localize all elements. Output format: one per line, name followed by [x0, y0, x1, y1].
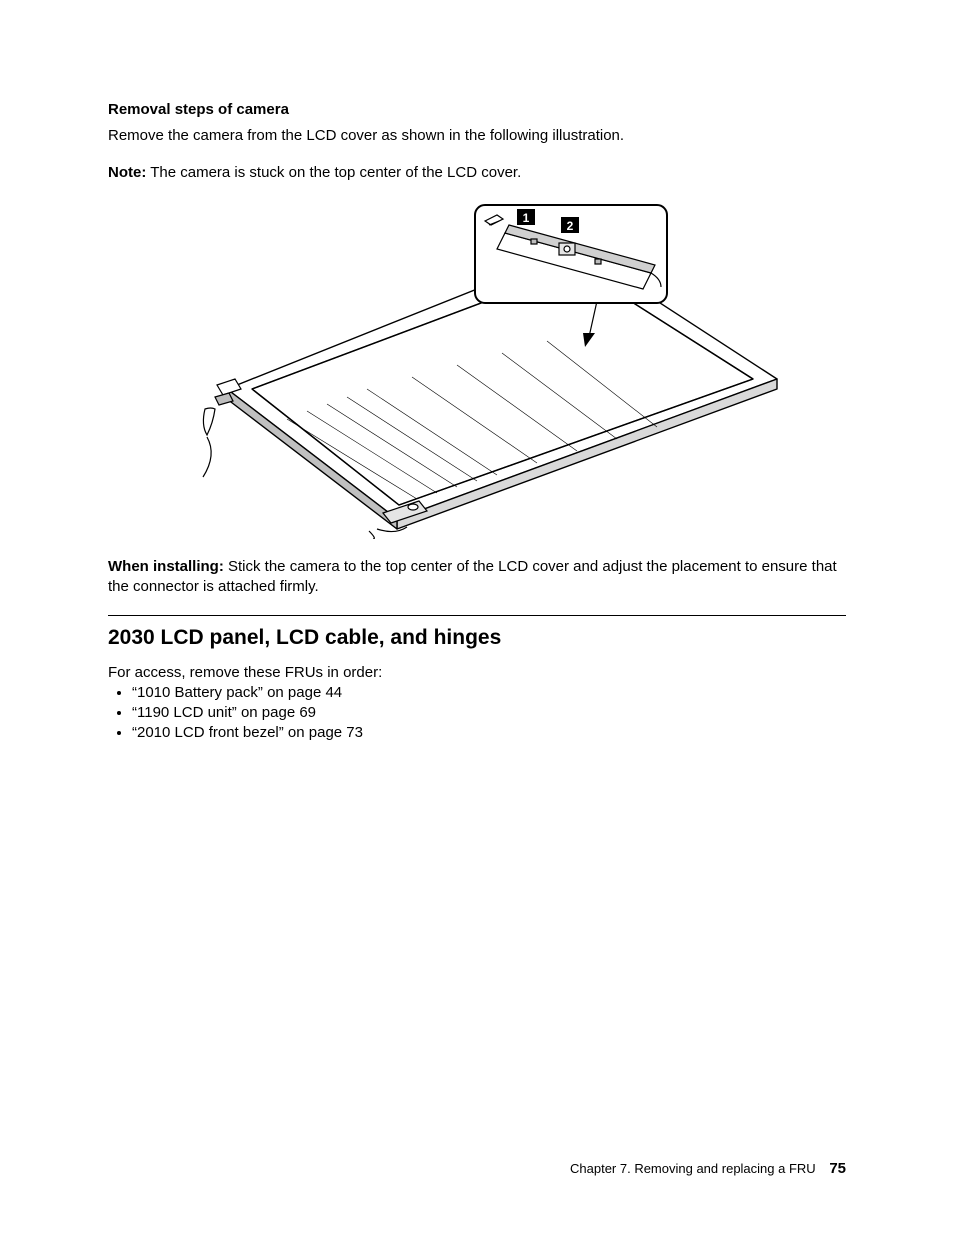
document-page: Removal steps of camera Remove the camer… [0, 0, 954, 1235]
list-item: “2010 LCD front bezel” on page 73 [132, 723, 846, 743]
body-paragraph: Remove the camera from the LCD cover as … [108, 126, 846, 146]
note-label: Note: [108, 164, 146, 181]
fru-intro: For access, remove these FRUs in order: [108, 663, 846, 683]
illustration-camera-removal: 1 2 [108, 199, 846, 539]
footer-page-number: 75 [829, 1160, 846, 1177]
subsection-heading: Removal steps of camera [108, 100, 846, 120]
note-text: The camera is stuck on the top center of… [146, 164, 521, 181]
lcd-cover-diagram: 1 2 [157, 199, 797, 539]
fru-list: “1010 Battery pack” on page 44 “1190 LCD… [114, 683, 846, 744]
list-item: “1010 Battery pack” on page 44 [132, 683, 846, 703]
callout-label-1: 1 [523, 211, 530, 225]
note-paragraph: Note: The camera is stuck on the top cen… [108, 163, 846, 183]
install-paragraph: When installing: Stick the camera to the… [108, 557, 846, 598]
section-divider [108, 615, 846, 616]
install-label: When installing: [108, 558, 224, 575]
list-item: “1190 LCD unit” on page 69 [132, 703, 846, 723]
page-footer: Chapter 7. Removing and replacing a FRU … [570, 1159, 846, 1179]
callout-label-2: 2 [567, 219, 574, 233]
section-heading: 2030 LCD panel, LCD cable, and hinges [108, 624, 846, 652]
footer-chapter: Chapter 7. Removing and replacing a FRU [570, 1161, 816, 1176]
